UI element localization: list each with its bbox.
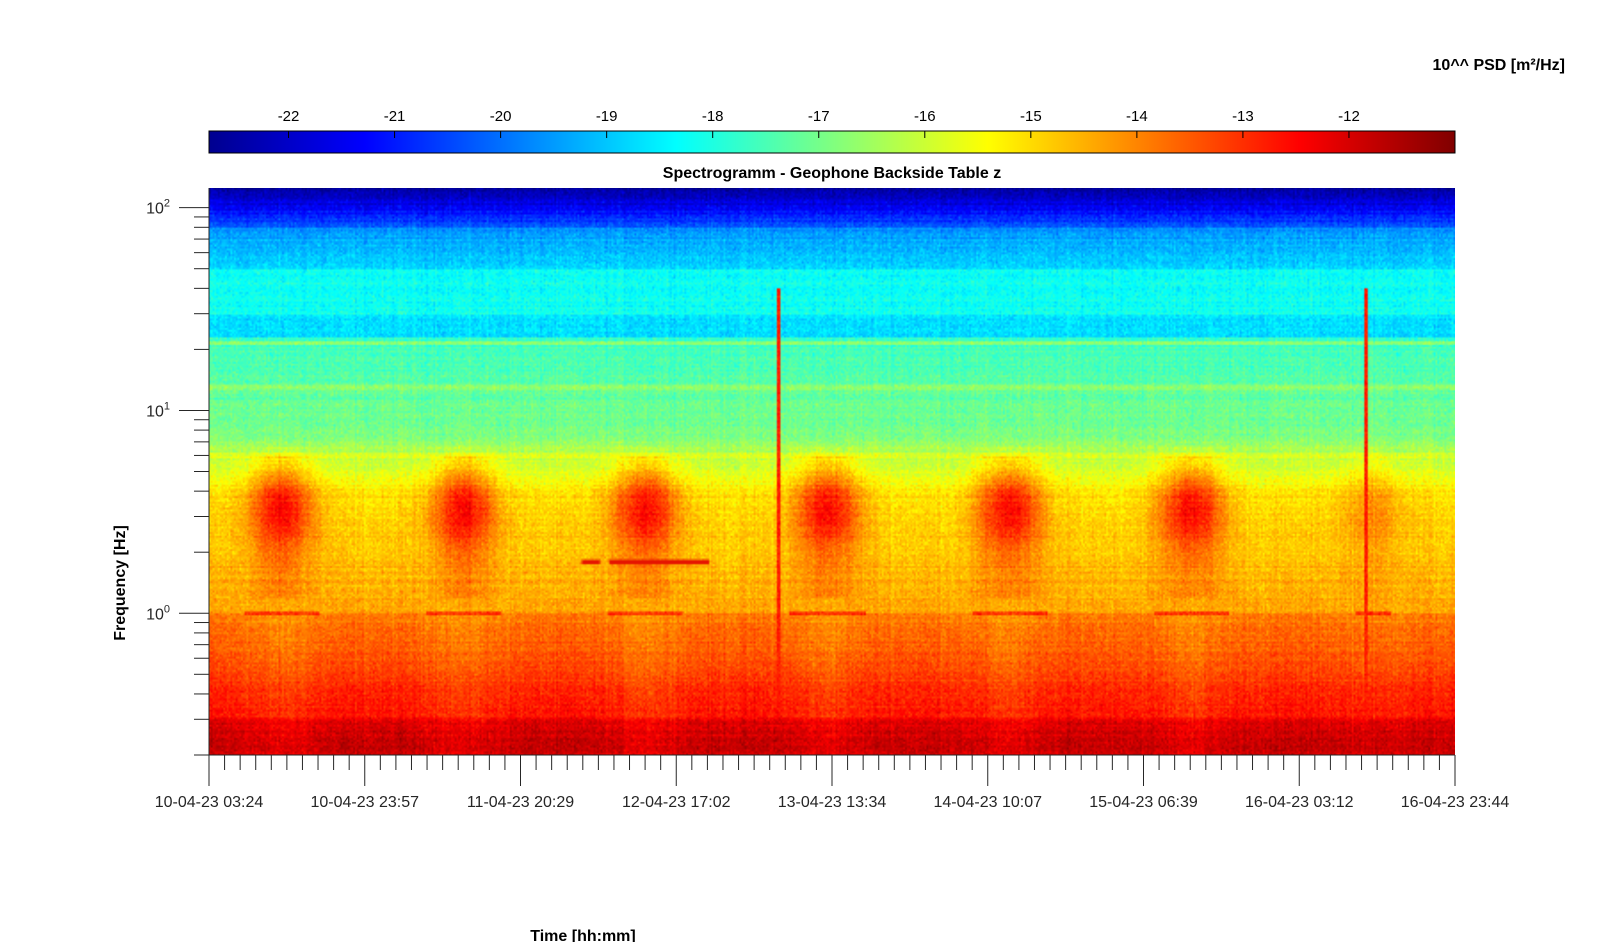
colorbar-ticks: -22 -21 -20 -19 -18 -17 -16 -15 -14 -13 -12 (278, 108, 1360, 138)
x-axis-tick-label: 16-04-23 03:12 (1245, 794, 1354, 811)
colorbar-gradient (208, 130, 1456, 154)
x-axis-tick-label: 12-04-23 17:02 (622, 794, 731, 811)
chart-title: Spectrogramm - Geophone Backside Table z (663, 165, 1001, 182)
colorbar-tick-label: -22 (278, 108, 300, 125)
y-axis-tick-label: 100 (146, 603, 170, 623)
colorbar-tick-label: -14 (1126, 108, 1148, 125)
colorbar-tick-label: -21 (384, 108, 406, 125)
x-axis-tick-label: 15-04-23 06:39 (1089, 794, 1198, 811)
y-axis-tick-label: 102 (146, 198, 170, 218)
x-axis-tick-label: 16-04-23 23:44 (1401, 794, 1510, 811)
y-axis-label: Frequency [Hz] (112, 525, 129, 641)
axes: 10-04-23 03:24 10-04-23 23:57 11-04-23 20:… (146, 188, 1509, 811)
x-axis-tick-label: 13-04-23 13:34 (778, 794, 887, 811)
x-axis-tick-label: 14-04-23 10:07 (933, 794, 1042, 811)
plot-area (209, 188, 1455, 755)
spectrogram-heatmap (209, 188, 1455, 755)
y-axis-ticks: 102 101 100 (146, 198, 209, 756)
colorbar-tick-label: -20 (490, 108, 512, 125)
x-axis-label: Time [hh:mm] (530, 928, 635, 942)
colorbar-tick-label: -13 (1232, 108, 1254, 125)
colorbar-tick-label: -19 (596, 108, 618, 125)
x-axis-tick-label: 10-04-23 23:57 (310, 794, 419, 811)
x-axis-tick-label: 10-04-23 03:24 (155, 794, 264, 811)
y-axis-tick-label: 101 (146, 400, 170, 420)
x-axis-ticks: 10-04-23 03:24 10-04-23 23:57 11-04-23 20:… (155, 755, 1510, 811)
colorbar-tick-label: -12 (1338, 108, 1360, 125)
colorbar-tick-label: -15 (1020, 108, 1042, 125)
colorbar-tick-label: -16 (914, 108, 936, 125)
x-axis-tick-label: 11-04-23 20:29 (467, 794, 574, 811)
colorbar-label: 10^^ PSD [m²/Hz] (1433, 57, 1565, 74)
colorbar-tick-label: -17 (808, 108, 830, 125)
colorbar: -22 -21 -20 -19 -18 -17 -16 -15 -14 -13 -12 10^^ P… (208, 57, 1565, 154)
colorbar-tick-label: -18 (702, 108, 724, 125)
